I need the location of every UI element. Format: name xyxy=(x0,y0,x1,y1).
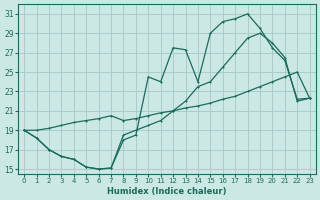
X-axis label: Humidex (Indice chaleur): Humidex (Indice chaleur) xyxy=(107,187,227,196)
